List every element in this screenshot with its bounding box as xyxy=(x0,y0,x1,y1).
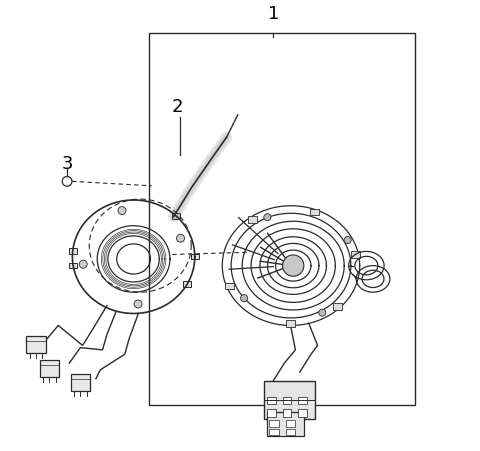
Text: 1: 1 xyxy=(267,5,279,23)
Circle shape xyxy=(344,237,351,244)
Bar xyxy=(351,252,360,258)
Bar xyxy=(286,320,295,327)
Circle shape xyxy=(118,207,126,215)
FancyBboxPatch shape xyxy=(71,374,90,391)
Bar xyxy=(69,263,77,268)
FancyBboxPatch shape xyxy=(283,397,291,405)
FancyBboxPatch shape xyxy=(298,410,307,417)
FancyBboxPatch shape xyxy=(286,420,295,427)
FancyBboxPatch shape xyxy=(267,410,276,417)
Bar xyxy=(311,209,319,216)
Bar xyxy=(69,249,77,254)
Circle shape xyxy=(134,300,142,308)
Text: 2: 2 xyxy=(171,98,183,116)
FancyBboxPatch shape xyxy=(269,420,278,427)
FancyBboxPatch shape xyxy=(39,361,59,377)
FancyBboxPatch shape xyxy=(283,410,291,417)
Circle shape xyxy=(283,255,304,276)
Circle shape xyxy=(79,261,87,269)
FancyBboxPatch shape xyxy=(264,381,315,419)
Bar xyxy=(248,216,257,223)
FancyBboxPatch shape xyxy=(298,397,307,405)
Circle shape xyxy=(177,235,184,243)
FancyBboxPatch shape xyxy=(269,429,278,436)
Bar xyxy=(183,282,191,287)
FancyBboxPatch shape xyxy=(286,429,295,436)
Circle shape xyxy=(240,295,248,302)
Bar xyxy=(333,304,342,310)
Circle shape xyxy=(319,309,326,317)
Bar xyxy=(191,254,199,260)
Bar xyxy=(225,283,234,290)
FancyBboxPatch shape xyxy=(267,397,276,405)
Text: 3: 3 xyxy=(61,154,73,172)
Circle shape xyxy=(264,214,271,221)
Bar xyxy=(149,34,415,405)
FancyBboxPatch shape xyxy=(266,412,304,436)
FancyBboxPatch shape xyxy=(26,336,46,353)
Bar xyxy=(172,214,180,219)
